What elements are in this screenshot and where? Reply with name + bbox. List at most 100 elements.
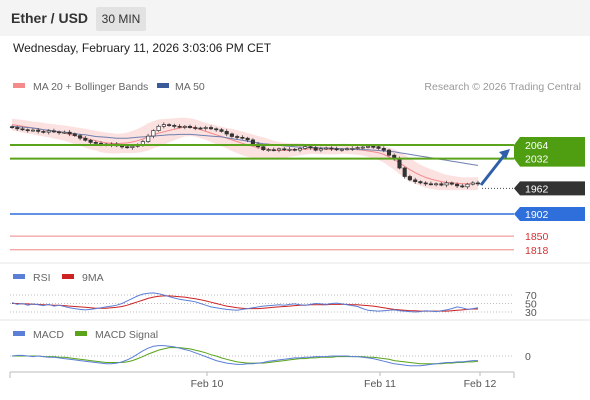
candle [350, 148, 355, 150]
forecast-arrow-head [499, 149, 510, 159]
candle [308, 146, 313, 149]
candle [376, 146, 381, 149]
candle [339, 148, 344, 151]
rsi-9ma-line [12, 295, 478, 312]
candle [386, 149, 392, 156]
candle [51, 130, 56, 133]
x-tick-label: Feb 11 [364, 378, 396, 390]
x-tick-label: Feb 10 [191, 378, 224, 390]
candle [439, 183, 444, 186]
candle [250, 139, 255, 145]
candle [428, 183, 433, 186]
candle [214, 128, 219, 131]
candle [413, 179, 418, 182]
candle [203, 127, 208, 129]
candle [318, 148, 323, 151]
candle [187, 125, 193, 128]
candle [30, 129, 36, 132]
candle [119, 145, 125, 148]
candle [444, 182, 449, 186]
legend-ma50-swatch [157, 83, 169, 88]
candle [418, 181, 423, 184]
candle [15, 127, 20, 130]
x-tick-label: Feb 12 [464, 378, 497, 390]
level-label-1818: 1818 [525, 245, 549, 257]
legend-rsi-swatch [13, 274, 25, 279]
candle [355, 147, 360, 149]
pivot-badge [514, 207, 585, 221]
legend-macd-label: MACD [33, 329, 64, 341]
legend-rsi-label: RSI [33, 272, 51, 284]
candle [46, 130, 51, 133]
rsi-level-label-70: 70 [525, 290, 537, 302]
candle [25, 129, 30, 132]
candle [282, 148, 287, 151]
candle [78, 135, 83, 139]
candle [287, 148, 292, 151]
candle [371, 145, 376, 148]
candle [277, 148, 282, 151]
candle [198, 127, 203, 130]
macd-signal-line [12, 347, 479, 365]
candle [36, 129, 41, 132]
candle [167, 124, 172, 126]
candle [240, 136, 245, 139]
candle [465, 183, 470, 188]
candle [177, 125, 182, 128]
candle [423, 182, 428, 185]
candle [324, 147, 329, 150]
instrument-title: Ether / USD [11, 10, 89, 26]
legend-9ma-label: 9MA [82, 272, 104, 284]
candle [182, 125, 187, 128]
candle [41, 131, 46, 133]
current-price-badge [514, 181, 585, 196]
rsi-level-label-30: 30 [525, 307, 537, 319]
candle [208, 127, 214, 130]
bollinger-band [12, 117, 478, 191]
resistance-badge [514, 137, 585, 167]
rsi-level-label-50: 50 [525, 299, 537, 311]
legend-ma50-label: MA 50 [175, 81, 205, 93]
candle [329, 147, 334, 150]
legend-ma20-label: MA 20 + Bollinger Bands [33, 81, 148, 93]
forecast-arrow-shaft [479, 152, 508, 186]
candle [172, 125, 177, 127]
candle [470, 182, 475, 185]
candle [67, 131, 72, 135]
candle [475, 182, 481, 185]
candle [93, 142, 98, 144]
candle [161, 124, 166, 127]
candle [313, 147, 318, 151]
timeframe-button[interactable]: 30 MIN [96, 7, 146, 31]
candle [229, 133, 234, 137]
candle [130, 145, 135, 148]
candle [125, 146, 130, 149]
candle [292, 148, 297, 151]
candle [57, 131, 62, 134]
legend-9ma-swatch [62, 274, 74, 279]
macd-line [11, 345, 478, 367]
legend-ma20-swatch [13, 83, 25, 88]
level-label-1902: 1902 [525, 209, 549, 221]
candle [397, 158, 402, 169]
candle [72, 133, 77, 136]
candle [9, 126, 15, 129]
candle [334, 148, 339, 151]
header-bar: Ether / USD 30 MIN [0, 0, 590, 36]
rsi-line [11, 292, 479, 313]
candle [156, 125, 161, 131]
candle [360, 146, 365, 149]
candle [88, 139, 93, 143]
candle [193, 127, 198, 129]
candle [449, 182, 454, 185]
legend-macd-signal-swatch [75, 331, 87, 336]
level-label-2064: 2064 [525, 140, 549, 152]
candle [460, 185, 465, 188]
candle [151, 130, 156, 137]
candle [245, 137, 250, 141]
level-label-1850: 1850 [525, 231, 549, 243]
candle [303, 146, 308, 149]
candle [266, 149, 271, 152]
candle [235, 136, 240, 138]
